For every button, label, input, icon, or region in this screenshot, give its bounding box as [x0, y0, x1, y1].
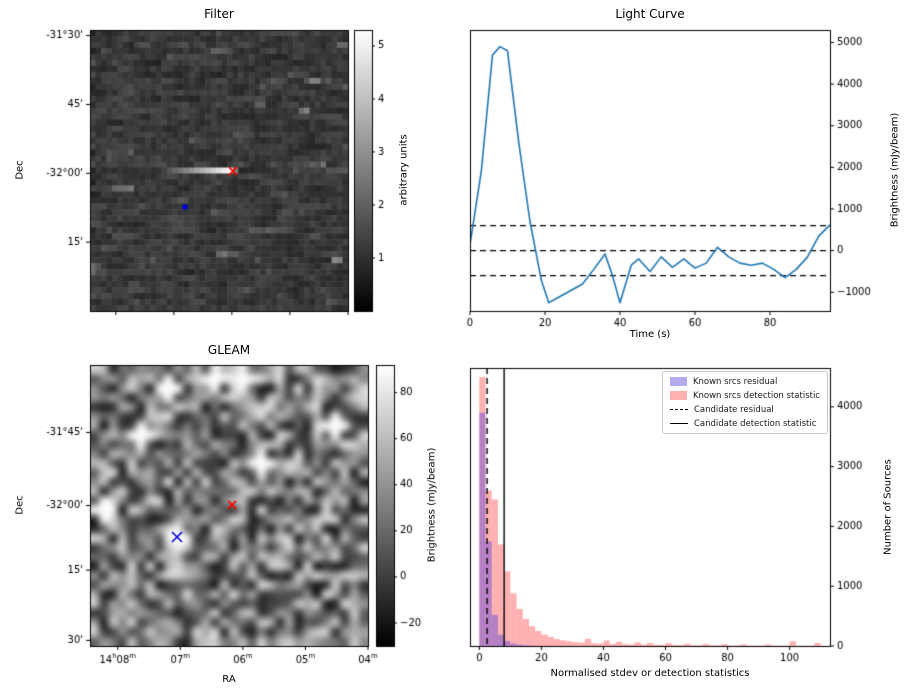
filter-colorbar-label: arbitrary units — [398, 134, 410, 206]
legend-item-known-detstat: Known srcs detection statistic — [669, 390, 820, 401]
legend-label: Candidate residual — [693, 404, 774, 415]
filter-title: Filter — [204, 7, 234, 21]
residual-swatch-icon — [669, 377, 687, 386]
light-curve-y-axis-label: Brightness (mJy/beam) — [889, 112, 901, 228]
gleam-title: GLEAM — [207, 343, 251, 357]
detection-swatch-icon — [669, 391, 687, 400]
legend-item-known-residual: Known srcs residual — [669, 376, 820, 387]
legend-label: Candidate detection statistic — [693, 418, 817, 429]
legend-item-candidate-residual: Candidate residual — [669, 404, 820, 415]
legend-label: Known srcs detection statistic — [692, 390, 820, 401]
solid-line-icon — [669, 423, 688, 424]
gleam-dec-axis-label: Dec — [14, 495, 26, 515]
gleam-colorbar-label: Brightness (mJy/beam) — [426, 447, 438, 563]
ra-axis-label: RA — [222, 674, 236, 685]
filter-dec-axis-label: Dec — [14, 160, 26, 180]
legend-item-candidate-detstat: Candidate detection statistic — [669, 418, 820, 429]
legend-label: Known srcs residual — [692, 376, 778, 387]
dashed-line-icon — [669, 409, 688, 410]
hist-x-axis-label: Normalised stdev or detection statistics — [550, 668, 750, 679]
histogram-legend: Known srcs residual Known srcs detection… — [661, 371, 828, 434]
time-axis-label: Time (s) — [629, 329, 671, 340]
light-curve-title: Light Curve — [615, 7, 685, 21]
hist-y-axis-label: Number of Sources — [882, 459, 894, 555]
